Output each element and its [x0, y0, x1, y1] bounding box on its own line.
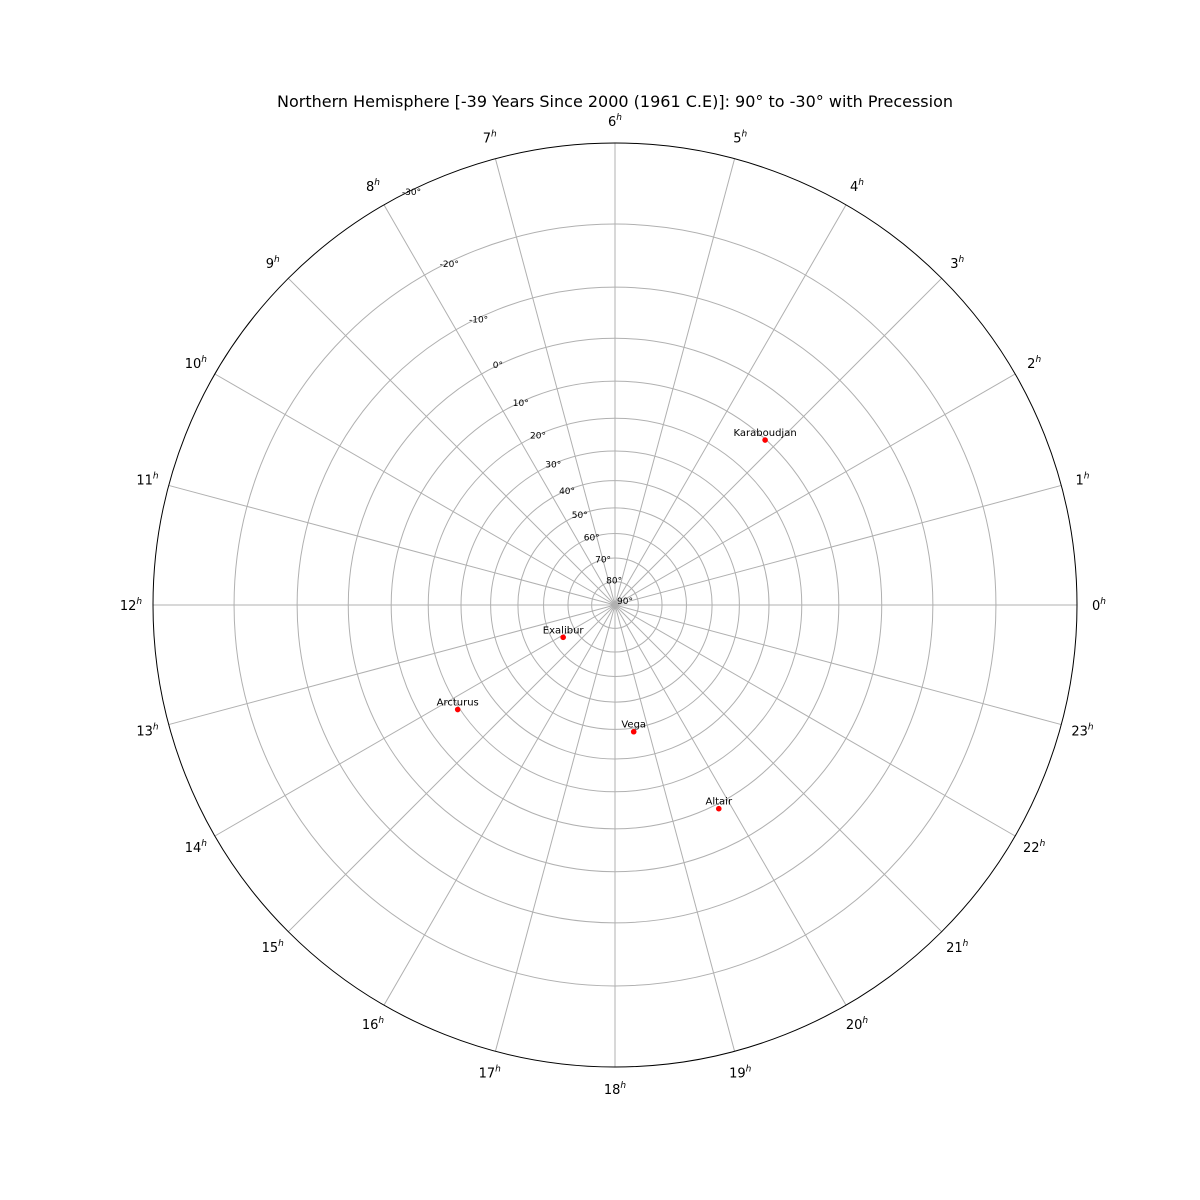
- star-marker: [630, 728, 637, 735]
- angular-gridline: [614, 373, 1016, 606]
- radial-tick-label: 80°: [606, 576, 622, 586]
- angular-tick-label: 19h: [729, 1065, 752, 1082]
- star-marker: [560, 634, 566, 641]
- star-marker: [715, 805, 722, 812]
- angular-tick-label: 8h: [366, 178, 380, 195]
- angular-tick-label: 21h: [946, 939, 969, 956]
- angular-tick-label: 5h: [733, 129, 747, 146]
- angular-gridline: [614, 484, 1062, 606]
- radial-tick-label: 60°: [584, 534, 600, 544]
- angular-tick-label: 12h: [120, 597, 143, 614]
- radial-tick-label: 0°: [493, 361, 503, 371]
- radial-tick-label: -10°: [469, 316, 488, 326]
- angular-tick-label: 3h: [950, 255, 964, 272]
- radial-tick-label: 40°: [559, 487, 575, 497]
- angular-tick-label: 2h: [1027, 355, 1041, 372]
- star-label: Karaboudjan: [734, 428, 797, 439]
- angular-gridline: [168, 604, 616, 726]
- angular-gridline: [614, 158, 736, 606]
- angular-tick-label: 0h: [1092, 597, 1106, 614]
- angular-gridline: [383, 204, 616, 606]
- chart-title: Northern Hemisphere [-39 Years Since 200…: [277, 92, 953, 111]
- angular-gridline: [494, 604, 616, 1052]
- angular-gridline: [383, 604, 616, 1006]
- star-label: Altair: [706, 797, 733, 808]
- angular-gridline: [494, 158, 616, 606]
- grid: 0h 1h 2h 3h 4h 5h 6h 7h 8h 9h 10h 11h 12h 13h 14h 15h 16…: [120, 113, 1106, 1098]
- angular-gridline: [287, 277, 616, 606]
- angular-tick-label: 17h: [479, 1065, 502, 1082]
- star-label: Vega: [621, 720, 646, 731]
- radial-tick-label: 30°: [545, 461, 561, 471]
- angular-tick-label: 20h: [846, 1016, 869, 1033]
- star-marker: [762, 437, 768, 443]
- angular-gridline: [614, 604, 1062, 726]
- angular-gridline: [214, 373, 616, 606]
- radial-tick-label: 10°: [513, 399, 529, 409]
- angular-gridline: [614, 204, 847, 606]
- angular-tick-label: 16h: [362, 1016, 385, 1033]
- angular-tick-label: 11h: [136, 472, 159, 489]
- angular-tick-label: 4h: [850, 178, 864, 195]
- angular-gridline: [614, 604, 847, 1006]
- angular-gridline: [287, 604, 616, 933]
- radial-tick-label: -20°: [440, 260, 459, 270]
- angular-tick-label: 22h: [1023, 839, 1046, 856]
- radial-tick-label: 50°: [572, 511, 588, 521]
- plot-frame: [152, 142, 1078, 1068]
- angular-tick-label: 10h: [185, 355, 208, 372]
- star-label: Exalibur: [543, 625, 585, 636]
- data-points: Karaboudjan Exalibur Arcturus Vega Altair: [437, 428, 797, 812]
- radial-tick-label: -30°: [402, 188, 421, 198]
- angular-tick-label: 13h: [136, 722, 159, 739]
- angular-tick-label: 1h: [1076, 472, 1090, 489]
- radial-tick-label: 70°: [595, 555, 611, 565]
- angular-tick-label: 6h: [608, 113, 622, 130]
- angular-tick-label: 23h: [1071, 722, 1094, 739]
- angular-gridline: [614, 277, 943, 606]
- angular-tick-label: 7h: [483, 129, 497, 146]
- angular-tick-label: 14h: [185, 839, 208, 856]
- angular-tick-label: 9h: [266, 255, 280, 272]
- angular-gridline: [614, 604, 736, 1052]
- angular-gridline: [614, 604, 943, 933]
- star-marker: [454, 706, 461, 713]
- angular-tick-label: 18h: [604, 1081, 627, 1098]
- radial-tick-label: 90°: [617, 597, 633, 607]
- star-label: Arcturus: [437, 698, 479, 709]
- radial-tick-label: 20°: [530, 432, 546, 442]
- angular-gridline: [168, 484, 616, 606]
- angular-gridline: [614, 604, 1016, 837]
- angular-tick-label: 15h: [262, 939, 285, 956]
- angular-gridline: [214, 604, 616, 837]
